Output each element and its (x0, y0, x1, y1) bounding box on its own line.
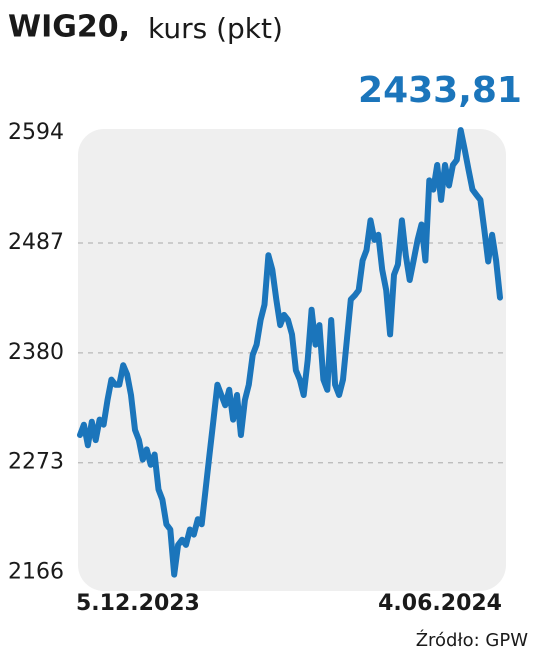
x-tick-label: 5.12.2023 (76, 591, 200, 616)
x-tick-label: 4.06.2024 (378, 591, 502, 616)
y-tick-label: 2594 (8, 120, 64, 145)
y-tick-label: 2273 (8, 450, 64, 475)
y-tick-label: 2166 (8, 560, 64, 585)
value-label: 2433,81 (358, 70, 522, 111)
y-tick-label: 2380 (8, 340, 64, 365)
chart-title: WIG20, (8, 10, 130, 45)
line (77, 127, 503, 578)
chart-subtitle: kurs (pkt) (148, 12, 283, 45)
y-tick-label: 2487 (8, 230, 64, 255)
source: Źródło: GPW (416, 629, 528, 651)
